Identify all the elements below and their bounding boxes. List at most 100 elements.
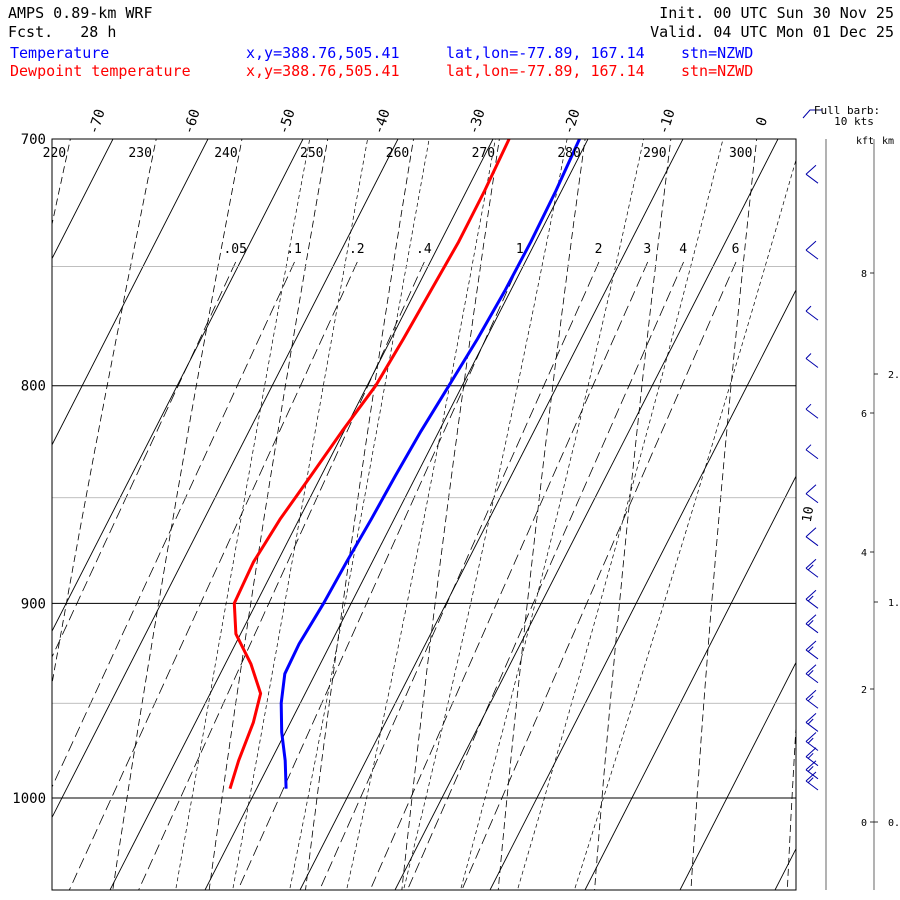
isotherm-line <box>679 661 796 890</box>
mixing-ratio-line <box>461 261 737 890</box>
pressure-tick-label: 700 <box>21 132 46 148</box>
mixing-ratio-label: 4 <box>679 242 687 257</box>
forecast-hour: Fcst. 28 h <box>8 23 116 41</box>
dry-adiabat-line <box>52 139 157 687</box>
wind-barb <box>805 305 819 321</box>
temperature-tick-label: -30 <box>466 107 489 136</box>
init-time: Init. 00 UTC Sun 30 Nov 25 <box>659 4 894 22</box>
isotherm-line <box>52 139 209 446</box>
wind-barb <box>805 771 819 791</box>
isotherm-line <box>774 847 796 890</box>
kft-tick-label: 2 <box>861 685 867 696</box>
temperature-profile-line <box>279 139 581 789</box>
dry-adiabat-label: 260 <box>386 146 409 161</box>
wind-barb <box>805 614 819 634</box>
mixing-ratio-label: .05 <box>223 242 246 257</box>
moist-adiabat-line <box>574 158 796 889</box>
mixing-ratio-line <box>406 261 684 890</box>
kft-tick-label: 0 <box>861 818 867 829</box>
isotherm-line <box>109 139 494 890</box>
wind-barb <box>805 353 819 368</box>
km-tick-label: 0. <box>888 818 900 829</box>
diagram-grid <box>52 134 900 894</box>
dry-adiabat-line <box>305 139 414 890</box>
wind-barb <box>805 527 819 547</box>
temperature-tick-label: -50 <box>276 107 299 136</box>
moist-adiabat-line <box>460 139 645 889</box>
kft-tick-label: 6 <box>861 409 867 420</box>
wind-barb <box>805 558 819 578</box>
isotherm-line <box>204 139 589 890</box>
moist-adiabat-line <box>346 139 496 889</box>
isotherm-line <box>489 288 796 890</box>
wind-barb <box>805 747 819 767</box>
wind-barb <box>805 444 819 460</box>
legend-temperature-stn: stn=NZWD <box>681 44 754 62</box>
mixing-ratio-line <box>319 261 600 890</box>
wind-barb <box>805 760 819 780</box>
mixing-ratio-line <box>237 261 521 890</box>
dry-adiabat-label: 270 <box>472 146 495 161</box>
km-unit: km <box>882 136 894 147</box>
temperature-tick-label: -70 <box>86 107 109 136</box>
wind-annotation: 10 <box>800 505 817 523</box>
valid-label: Valid. <box>650 23 705 41</box>
mixing-ratio-line <box>138 261 425 890</box>
pressure-tick-label: 800 <box>21 379 46 395</box>
moist-adiabat-line <box>403 139 568 889</box>
wind-barb <box>805 240 819 260</box>
isotherm-line <box>584 475 796 890</box>
wind-barb <box>805 484 819 504</box>
dry-adiabat-label: 240 <box>214 146 237 161</box>
valid-time: Valid. 04 UTC Mon 01 Dec 25 <box>650 23 894 41</box>
moist-adiabat-line <box>232 139 368 889</box>
km-tick-label: 1. <box>888 598 900 609</box>
wind-barb <box>805 732 819 751</box>
kft-unit: kft <box>856 136 874 147</box>
model-title: AMPS 0.89-km WRF <box>8 4 153 22</box>
dry-adiabat-line <box>690 139 758 890</box>
temperature-tick-label: -60 <box>181 107 204 136</box>
mixing-ratio-label: 2 <box>595 242 603 257</box>
mixing-ratio-label: 3 <box>643 242 651 257</box>
isotherm-line <box>299 139 684 890</box>
temperature-tick-label: -10 <box>656 107 679 136</box>
mixing-ratio-label: 1 <box>516 242 524 257</box>
mixing-ratio-line <box>369 261 649 890</box>
pressure-tick-label: 1000 <box>12 791 46 807</box>
kft-tick-label: 4 <box>861 548 867 559</box>
valid-value: 04 UTC Mon 01 Dec 25 <box>713 23 894 41</box>
legend-temperature-name: Temperature <box>10 44 110 62</box>
init-value: 00 UTC Sun 30 Nov 25 <box>713 4 894 22</box>
legend-dewpoint-name: Dewpoint temperature <box>10 62 191 80</box>
dry-adiabat-label: 290 <box>643 146 666 161</box>
fcst-value: 28 h <box>80 23 117 41</box>
temperature-tick-label: -20 <box>561 107 584 136</box>
mixing-ratio-label: .2 <box>349 242 365 257</box>
legend-dewpoint-stn: stn=NZWD <box>681 62 754 80</box>
fcst-label: Fcst. <box>8 23 54 41</box>
wind-barb <box>805 164 819 184</box>
wind-barbs: 10 <box>800 139 827 890</box>
isotherm-line <box>52 139 114 260</box>
mixing-ratio-line <box>52 261 237 658</box>
isotherm-line <box>52 139 399 819</box>
barb-key-line2: 10 kts <box>834 115 874 128</box>
sounding-profiles <box>228 139 581 790</box>
wind-barb <box>805 403 819 419</box>
dry-adiabat-line <box>884 134 900 894</box>
dewpoint-profile-line <box>228 139 511 790</box>
isobars <box>52 138 796 799</box>
barb-key-icon <box>802 109 822 119</box>
wind-barb <box>805 689 819 709</box>
dry-adiabat-line <box>594 139 672 890</box>
kft-tick-label: 8 <box>861 269 867 280</box>
temperature-tick-label: -40 <box>371 107 394 136</box>
pressure-tick-label: 900 <box>21 596 46 612</box>
legend-dewpoint-latlon: lat,lon=-77.89, 167.14 <box>446 62 645 80</box>
dry-adiabat-line <box>208 139 329 890</box>
legend-temperature-xy: x,y=388.76,505.41 <box>246 44 400 62</box>
plot-frame <box>51 138 797 891</box>
